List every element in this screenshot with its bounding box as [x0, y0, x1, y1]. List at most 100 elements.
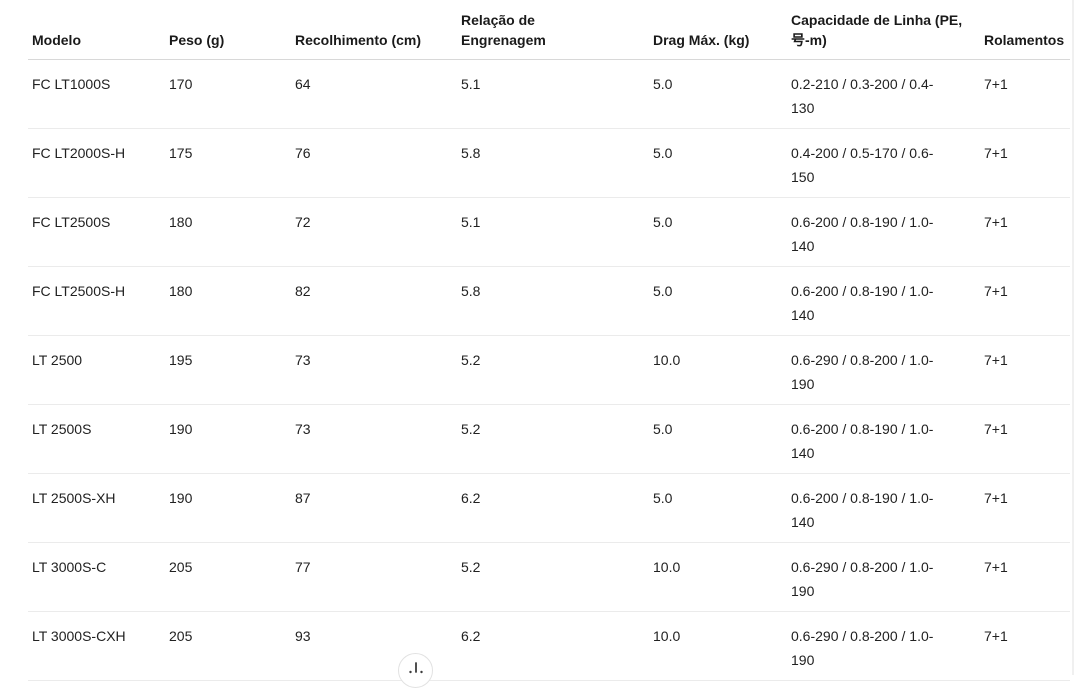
cell-line-capacity-text: 0.4-200 / 0.5-170 / 0.6-150	[791, 145, 934, 185]
table-row: LT 2500S 190 73 5.2 5.0 0.6-200 / 0.8-19…	[28, 404, 1070, 474]
cell-model: FC LT2500S-H	[28, 266, 165, 336]
cell-drag-max: 10.0	[649, 542, 787, 612]
cell-weight: 180	[165, 266, 291, 336]
column-header-label: Recolhimento (cm)	[295, 32, 422, 48]
column-header-drag: Drag Máx. (kg)	[649, 0, 787, 60]
cell-line-capacity: 0.6-200 / 0.8-190 / 1.0-140	[787, 197, 980, 267]
spec-table-container: Modelo Peso (g) Recolhimento (cm) Relaçã…	[28, 0, 1070, 681]
cell-recolhimento: 72	[291, 197, 457, 267]
table-body: FC LT1000S 170 64 5.1 5.0 0.2-210 / 0.3-…	[28, 59, 1070, 681]
cell-bearings: 7+1	[980, 197, 1070, 267]
cell-recolhimento: 73	[291, 335, 457, 405]
cell-drag-max: 10.0	[649, 611, 787, 681]
cell-model: LT 2500	[28, 335, 165, 405]
column-header-label: Rolamentos	[984, 32, 1065, 48]
cell-line-capacity: 0.4-200 / 0.5-170 / 0.6-150	[787, 128, 980, 198]
cell-weight: 190	[165, 404, 291, 474]
column-header-bearings: Rolamentos	[980, 0, 1070, 60]
cell-drag-max: 5.0	[649, 59, 787, 129]
cell-line-capacity-text: 0.2-210 / 0.3-200 / 0.4-130	[791, 76, 934, 116]
cell-gear-ratio: 5.2	[457, 542, 649, 612]
table-row: LT 2500S-XH 190 87 6.2 5.0 0.6-200 / 0.8…	[28, 473, 1070, 543]
cell-model: FC LT2000S-H	[28, 128, 165, 198]
cell-line-capacity-text: 0.6-200 / 0.8-190 / 1.0-140	[791, 283, 934, 323]
cell-line-capacity-text: 0.6-200 / 0.8-190 / 1.0-140	[791, 490, 934, 530]
cell-model: FC LT1000S	[28, 59, 165, 129]
cell-line-capacity: 0.6-290 / 0.8-200 / 1.0-190	[787, 542, 980, 612]
column-header-label: Capacidade de Linha (PE,号-m)	[791, 12, 963, 48]
scrollbar-track[interactable]	[1072, 0, 1074, 675]
cell-bearings: 7+1	[980, 542, 1070, 612]
cell-recolhimento: 77	[291, 542, 457, 612]
cell-model: FC LT2500S	[28, 197, 165, 267]
cell-bearings: 7+1	[980, 611, 1070, 681]
cell-recolhimento: 64	[291, 59, 457, 129]
column-header-label: Peso (g)	[169, 32, 225, 48]
download-circle-icon	[408, 662, 423, 674]
column-header-gear-ratio: Relação de Engrenagem	[457, 0, 649, 60]
cell-weight: 180	[165, 197, 291, 267]
table-header: Modelo Peso (g) Recolhimento (cm) Relaçã…	[28, 0, 1070, 60]
cell-line-capacity: 0.6-200 / 0.8-190 / 1.0-140	[787, 473, 980, 543]
column-header-label: Relação de Engrenagem	[461, 12, 546, 48]
cell-bearings: 7+1	[980, 59, 1070, 129]
column-header-weight: Peso (g)	[165, 0, 291, 60]
cell-weight: 170	[165, 59, 291, 129]
cell-gear-ratio: 5.2	[457, 335, 649, 405]
cell-line-capacity-text: 0.6-200 / 0.8-190 / 1.0-140	[791, 214, 934, 254]
load-more-button[interactable]	[398, 653, 433, 688]
cell-drag-max: 10.0	[649, 335, 787, 405]
cell-line-capacity: 0.6-200 / 0.8-190 / 1.0-140	[787, 404, 980, 474]
table-row: FC LT2000S-H 175 76 5.8 5.0 0.4-200 / 0.…	[28, 128, 1070, 198]
cell-line-capacity: 0.2-210 / 0.3-200 / 0.4-130	[787, 59, 980, 129]
cell-drag-max: 5.0	[649, 473, 787, 543]
cell-weight: 195	[165, 335, 291, 405]
column-header-label: Modelo	[32, 32, 81, 48]
cell-line-capacity: 0.6-290 / 0.8-200 / 1.0-190	[787, 335, 980, 405]
cell-bearings: 7+1	[980, 335, 1070, 405]
table-row: FC LT1000S 170 64 5.1 5.0 0.2-210 / 0.3-…	[28, 59, 1070, 129]
table-row: LT 2500 195 73 5.2 10.0 0.6-290 / 0.8-20…	[28, 335, 1070, 405]
cell-recolhimento: 76	[291, 128, 457, 198]
cell-gear-ratio: 5.1	[457, 197, 649, 267]
cell-bearings: 7+1	[980, 128, 1070, 198]
cell-bearings: 7+1	[980, 473, 1070, 543]
cell-weight: 205	[165, 542, 291, 612]
cell-line-capacity: 0.6-290 / 0.8-200 / 1.0-190	[787, 611, 980, 681]
cell-drag-max: 5.0	[649, 404, 787, 474]
cell-recolhimento: 87	[291, 473, 457, 543]
cell-model: LT 3000S-C	[28, 542, 165, 612]
table-row: FC LT2500S-H 180 82 5.8 5.0 0.6-200 / 0.…	[28, 266, 1070, 336]
cell-drag-max: 5.0	[649, 128, 787, 198]
column-header-recolhimento: Recolhimento (cm)	[291, 0, 457, 60]
column-header-model: Modelo	[28, 0, 165, 60]
cell-model: LT 3000S-CXH	[28, 611, 165, 681]
cell-gear-ratio: 6.2	[457, 611, 649, 681]
cell-line-capacity: 0.6-200 / 0.8-190 / 1.0-140	[787, 266, 980, 336]
cell-drag-max: 5.0	[649, 197, 787, 267]
cell-line-capacity-text: 0.6-290 / 0.8-200 / 1.0-190	[791, 628, 934, 668]
cell-line-capacity-text: 0.6-290 / 0.8-200 / 1.0-190	[791, 352, 934, 392]
table-row: LT 3000S-CXH 205 93 6.2 10.0 0.6-290 / 0…	[28, 611, 1070, 681]
spec-table: Modelo Peso (g) Recolhimento (cm) Relaçã…	[28, 0, 1070, 681]
cell-bearings: 7+1	[980, 404, 1070, 474]
cell-line-capacity-text: 0.6-290 / 0.8-200 / 1.0-190	[791, 559, 934, 599]
cell-gear-ratio: 5.8	[457, 266, 649, 336]
cell-gear-ratio: 6.2	[457, 473, 649, 543]
column-header-line-capacity: Capacidade de Linha (PE,号-m)	[787, 0, 980, 60]
cell-bearings: 7+1	[980, 266, 1070, 336]
cell-model: LT 2500S	[28, 404, 165, 474]
column-header-label: Drag Máx. (kg)	[653, 32, 750, 48]
cell-weight: 190	[165, 473, 291, 543]
cell-recolhimento: 82	[291, 266, 457, 336]
table-row: LT 3000S-C 205 77 5.2 10.0 0.6-290 / 0.8…	[28, 542, 1070, 612]
cell-line-capacity-text: 0.6-200 / 0.8-190 / 1.0-140	[791, 421, 934, 461]
header-row: Modelo Peso (g) Recolhimento (cm) Relaçã…	[28, 0, 1070, 60]
cell-gear-ratio: 5.1	[457, 59, 649, 129]
cell-drag-max: 5.0	[649, 266, 787, 336]
table-row: FC LT2500S 180 72 5.1 5.0 0.6-200 / 0.8-…	[28, 197, 1070, 267]
cell-weight: 205	[165, 611, 291, 681]
cell-gear-ratio: 5.8	[457, 128, 649, 198]
cell-model: LT 2500S-XH	[28, 473, 165, 543]
cell-recolhimento: 73	[291, 404, 457, 474]
